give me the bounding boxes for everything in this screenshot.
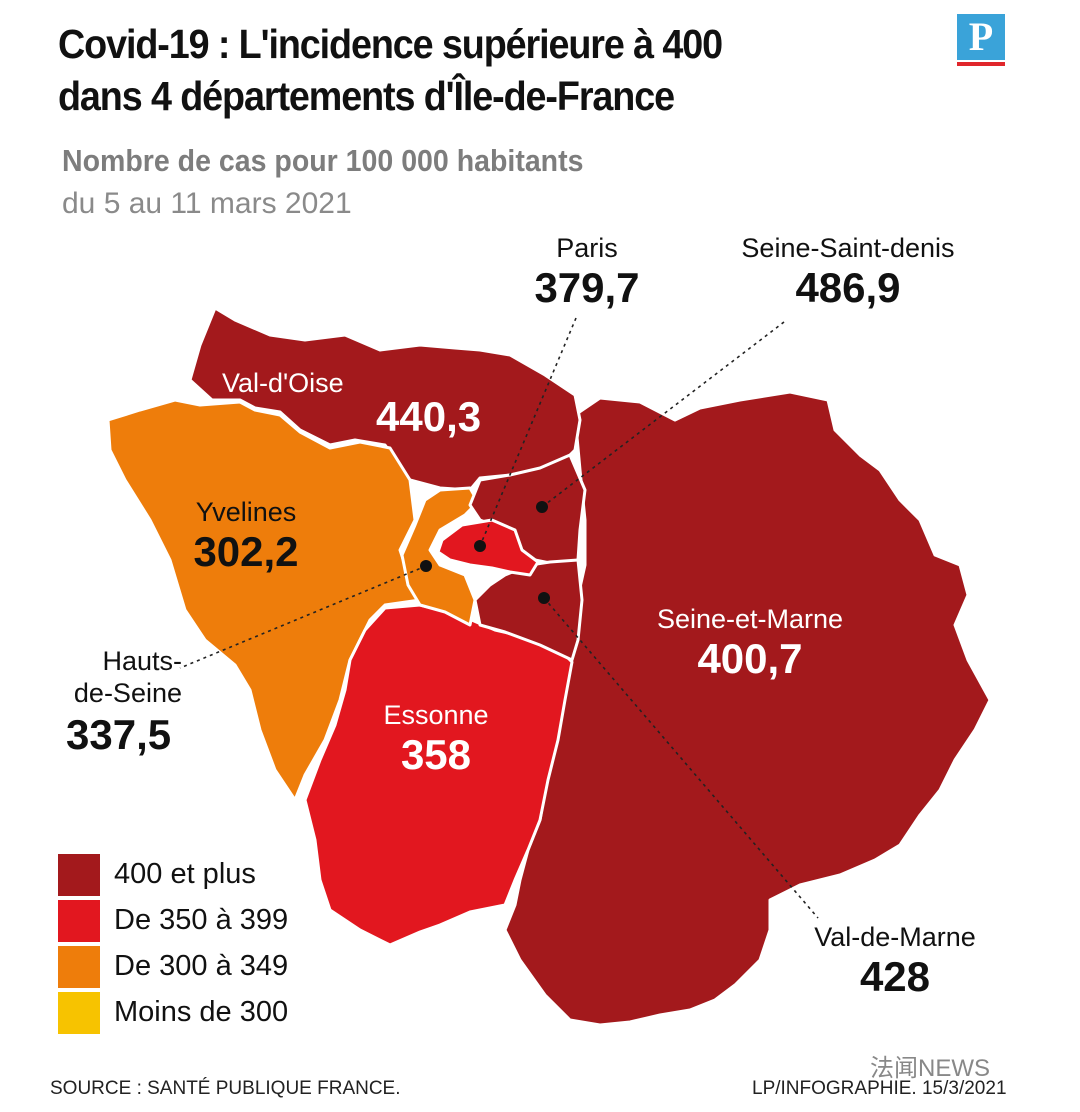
legend-label: De 300 à 349 [114, 950, 289, 982]
logo-letter: P [968, 14, 994, 59]
seine-saint-denis-value: 486,9 [795, 264, 901, 311]
source-note: SOURCE : SANTÉ PUBLIQUE FRANCE. [50, 1078, 401, 1099]
region-yvelines [106, 398, 422, 802]
dot-hauts-de-seine [420, 560, 432, 572]
dot-val-de-marne [538, 592, 550, 604]
map-title: Covid-19 : L'incidence supérieure à 400 … [58, 18, 886, 122]
hauts-de-seine-value: 337,5 [66, 711, 172, 758]
yvelines-name: Yvelines [195, 497, 297, 527]
title-line-1: Covid-19 : L'incidence supérieure à 400 [58, 21, 723, 67]
credit-note: LP/INFOGRAPHIE. 15/3/2021 [752, 1078, 1007, 1099]
leader-val-de-marne [543, 597, 819, 919]
region-paris [436, 518, 540, 577]
label-hauts-de-seine: Hauts- de-Seine 337,5 [52, 645, 182, 761]
hauts-de-seine-name-2: de-Seine [73, 678, 182, 708]
seine-et-marne-name: Seine-et-Marne [656, 604, 844, 634]
legend-label: 400 et plus [114, 858, 256, 890]
seine-et-marne-value: 400,7 [697, 635, 803, 682]
paris-name: Paris [556, 233, 618, 263]
val-de-marne-value: 428 [859, 953, 931, 1000]
paris-value: 379,7 [534, 264, 640, 311]
le-parisien-logo: P [957, 14, 1005, 66]
subtitle: Nombre de cas pour 100 000 habitants [62, 143, 584, 178]
label-essonne: Essonne 358 [366, 700, 506, 779]
title-line-2: dans 4 départements d'Île-de-France [58, 73, 675, 119]
essonne-name: Essonne [383, 700, 489, 730]
region-val-de-marne [473, 558, 584, 662]
label-seine-et-marne: Seine-et-Marne 400,7 [630, 604, 870, 683]
leader-seine-saint-denis [541, 321, 785, 508]
hauts-de-seine-name-1: Hauts- [102, 646, 182, 676]
legend-label: De 350 à 399 [114, 904, 289, 936]
label-seine-saint-denis: Seine-Saint-denis 486,9 [718, 233, 978, 312]
legend-swatch [58, 946, 100, 988]
val-d-oise-name: Val-d'Oise [222, 368, 344, 398]
leader-hauts-de-seine [179, 565, 427, 669]
dot-paris [474, 540, 486, 552]
legend-swatch [58, 992, 100, 1034]
label-val-de-marne: Val-de-Marne 428 [790, 922, 1000, 1001]
legend-swatch [58, 900, 100, 942]
label-paris: Paris 379,7 [522, 233, 652, 312]
val-d-oise-value: 440,3 [376, 393, 482, 440]
watermark: 法闻NEWS [870, 1055, 990, 1082]
legend-label: Moins de 300 [114, 996, 289, 1028]
val-de-marne-name: Val-de-Marne [814, 922, 976, 952]
dot-seine-saint-denis [536, 501, 548, 513]
yvelines-value: 302,2 [193, 528, 299, 575]
essonne-value: 358 [400, 731, 472, 778]
seine-saint-denis-name: Seine-Saint-denis [741, 233, 955, 263]
period: du 5 au 11 mars 2021 [62, 187, 352, 220]
label-yvelines: Yvelines 302,2 [176, 497, 316, 576]
legend-swatch [58, 854, 100, 896]
